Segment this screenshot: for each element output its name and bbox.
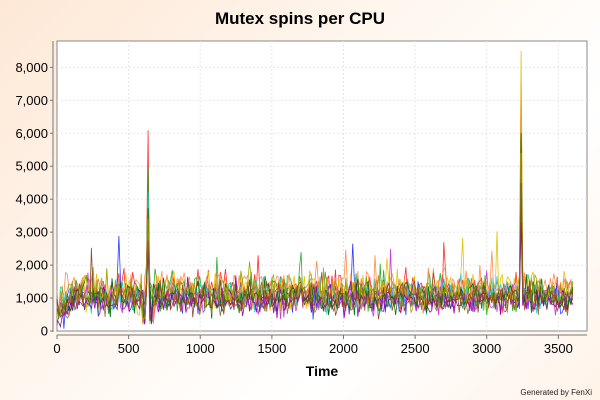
x-tick-label: 2000 <box>329 341 358 356</box>
series-line-cpu-10 <box>56 152 574 322</box>
series-line-cpu-7 <box>56 139 573 326</box>
chart-title: Mutex spins per CPU <box>215 9 385 28</box>
x-tick-label: 2500 <box>401 341 430 356</box>
y-tick-label: 6,000 <box>15 126 48 141</box>
y-tick-label: 2,000 <box>15 258 48 273</box>
series-line-cpu-11 <box>56 182 574 321</box>
y-tick-label: 7,000 <box>15 93 48 108</box>
x-tick-label: 0 <box>53 341 60 356</box>
axes: 0 1,000 2,000 3,000 4,000 5,000 6,000 7,000 8,00… <box>15 41 587 356</box>
y-tick-label: 8,000 <box>15 60 48 75</box>
y-tick-label: 1,000 <box>15 291 48 306</box>
x-axis-label: Time <box>306 363 339 379</box>
x-tick-label: 500 <box>118 341 140 356</box>
y-tick-label: 0 <box>41 324 48 339</box>
y-tick-label: 3,000 <box>15 225 48 240</box>
y-tick-label: 5,000 <box>15 159 48 174</box>
x-tick-label: 3500 <box>544 341 573 356</box>
series-lines <box>56 50 574 329</box>
x-tick-label: 3000 <box>472 341 501 356</box>
x-tick-label: 1500 <box>257 341 286 356</box>
series-line-cpu-6 <box>56 100 574 325</box>
footer-credit: Generated by FenXi <box>520 388 592 397</box>
x-tick-label: 1000 <box>186 341 215 356</box>
y-tick-label: 4,000 <box>15 192 48 207</box>
